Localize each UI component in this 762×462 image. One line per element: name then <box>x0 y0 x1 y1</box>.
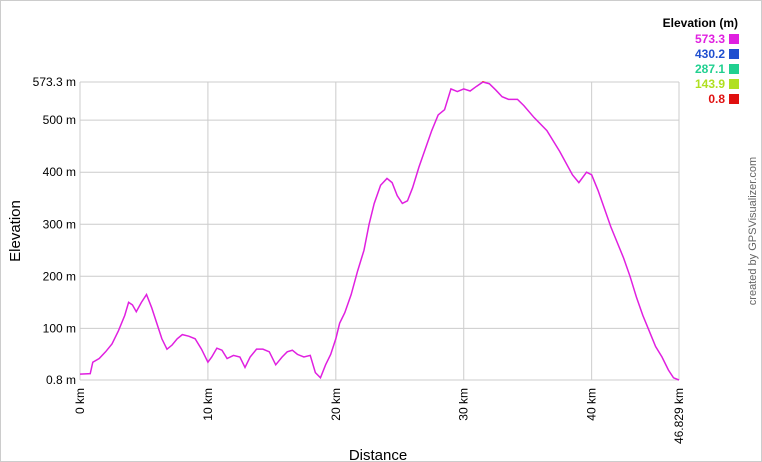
legend-swatch <box>729 79 739 89</box>
credit: created by GPSVisualizer.com <box>747 157 759 305</box>
legend-label: 573.3 <box>695 32 725 46</box>
x-tick-label: 20 km <box>329 388 343 421</box>
x-tick-label: 40 km <box>585 388 599 421</box>
legend-swatch <box>729 64 739 74</box>
legend-label: 0.8 <box>708 92 725 106</box>
x-tick-label: 46.829 km <box>672 388 686 444</box>
y-tick-label: 200 m <box>43 269 76 283</box>
elevation-line <box>79 81 680 381</box>
y-tick-label: 300 m <box>43 217 76 231</box>
x-tick-label: 10 km <box>201 388 215 421</box>
legend-label: 143.9 <box>695 77 725 91</box>
x-tick-label: 30 km <box>457 388 471 421</box>
y-tick-label: 500 m <box>43 113 76 127</box>
y-tick-label: 100 m <box>43 321 76 335</box>
legend-swatch <box>729 34 739 44</box>
y-axis-title: Elevation <box>7 200 24 262</box>
y-tick-label: 573.3 m <box>33 75 76 89</box>
legend-label: 287.1 <box>695 62 725 76</box>
y-tick-label: 400 m <box>43 165 76 179</box>
legend-swatch <box>729 94 739 104</box>
x-tick-label: 0 km <box>73 388 87 414</box>
legend-swatch <box>729 49 739 59</box>
y-tick-label: 0.8 m <box>46 373 76 387</box>
x-axis-title: Distance <box>349 447 407 462</box>
legend-title: Elevation (m) <box>663 16 738 30</box>
legend-label: 430.2 <box>695 47 725 61</box>
